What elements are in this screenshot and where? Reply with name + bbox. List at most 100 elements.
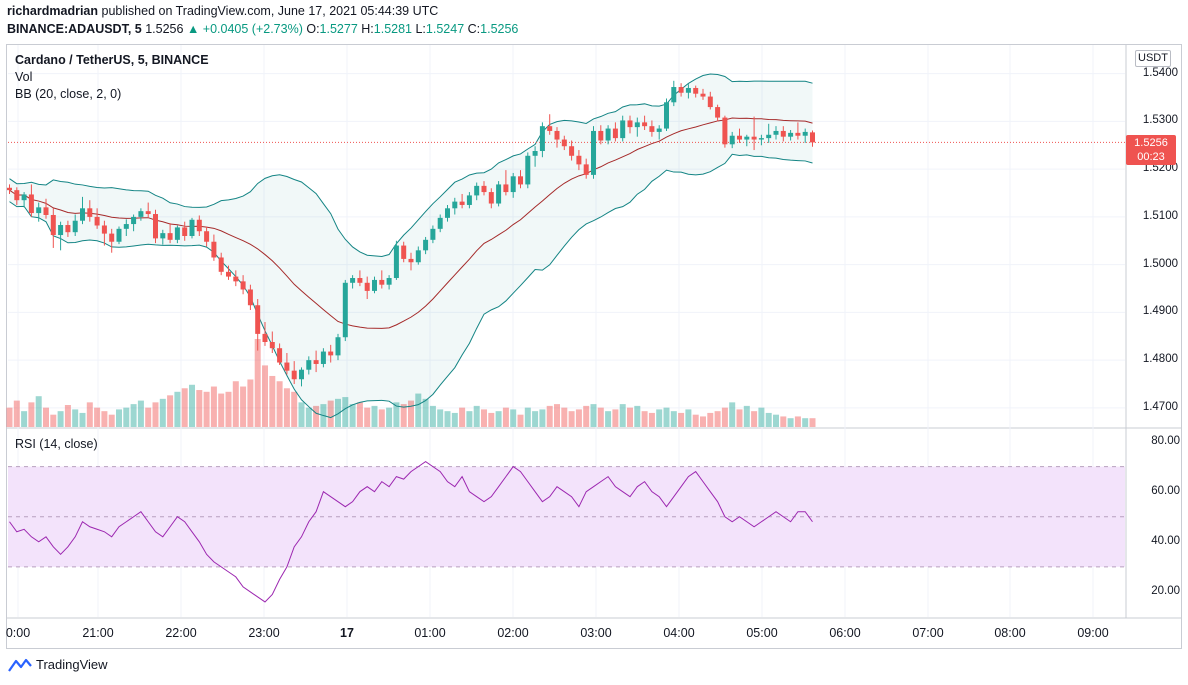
candle-body <box>379 279 385 285</box>
candle-body <box>393 245 399 279</box>
volume-bar <box>707 412 714 427</box>
bar-countdown: 00:23 <box>1137 151 1165 163</box>
tradingview-logo[interactable]: TradingView <box>8 657 108 672</box>
rsi-band <box>8 466 1125 567</box>
volume-bar <box>152 402 159 427</box>
candle-body <box>50 214 56 236</box>
volume-bar <box>327 400 334 427</box>
price-change: ▲ +0.0405 (+2.73%) <box>186 22 303 36</box>
candle-body <box>204 231 210 242</box>
volume-bar <box>787 418 794 427</box>
volume-bar <box>349 404 356 427</box>
candle-body <box>671 87 677 103</box>
candle-body <box>7 187 12 191</box>
candle-body <box>160 233 166 239</box>
price-tick-label: 1.4700 <box>1142 400 1178 413</box>
candle-body <box>729 135 735 145</box>
candle-body <box>94 216 100 226</box>
volume-bar <box>502 407 509 427</box>
volume-bar <box>203 391 210 427</box>
volume-bar <box>378 409 385 427</box>
candle-body <box>306 360 312 370</box>
candle-body <box>591 130 596 175</box>
candle-body <box>430 228 436 240</box>
volume-bar <box>305 407 312 427</box>
volume-bar <box>298 402 305 427</box>
volume-bar <box>400 404 407 427</box>
author-name[interactable]: richardmadrian <box>7 4 99 18</box>
volume-bar <box>619 404 626 427</box>
volume-bar <box>225 391 232 427</box>
candle-body <box>328 351 334 356</box>
candle-body <box>408 258 414 263</box>
candle-body <box>810 132 815 143</box>
last-price: 1.5256 <box>145 22 184 36</box>
volume-bar <box>21 411 28 427</box>
volume-bar <box>678 412 685 427</box>
volume-bar <box>685 409 692 427</box>
volume-bar <box>35 396 42 427</box>
open-label: O: <box>306 22 320 36</box>
candle-body <box>664 102 669 129</box>
candle-body <box>518 176 523 185</box>
volume-bar <box>276 381 283 427</box>
volume-bar <box>605 411 612 427</box>
volume-bar <box>254 339 261 427</box>
candle-body <box>386 278 392 285</box>
volume-bar <box>597 407 604 427</box>
volume-bar <box>218 393 225 427</box>
volume-bars <box>6 339 816 427</box>
price-tick-label: 1.5000 <box>1142 257 1178 270</box>
volume-bar <box>670 411 677 427</box>
volume-bar <box>758 407 765 427</box>
candle-body <box>284 362 290 371</box>
volume-bar <box>422 398 429 427</box>
candle-body <box>466 195 472 205</box>
volume-bar <box>130 404 137 427</box>
candle-body <box>656 128 662 132</box>
candle-body <box>28 194 34 214</box>
volume-bar <box>546 405 553 427</box>
volume-bar <box>79 412 86 427</box>
volume-bar <box>429 405 436 427</box>
candle-body <box>65 225 71 233</box>
volume-bar <box>189 384 195 427</box>
candle-body <box>642 122 648 127</box>
volume-bar <box>780 416 787 427</box>
candle-body <box>773 130 779 135</box>
bb-basis-line <box>9 117 813 329</box>
candle-body <box>539 126 545 152</box>
volume-bar <box>451 412 458 427</box>
volume-bar <box>6 407 13 427</box>
candle-body <box>372 279 377 291</box>
bb-fill <box>9 74 813 418</box>
candle-body <box>255 305 261 334</box>
candle-body <box>116 228 122 242</box>
candle-body <box>722 117 728 145</box>
volume-bar <box>692 414 699 427</box>
tradingview-logo-icon <box>8 658 32 672</box>
rsi-tick-label: 40.00 <box>1151 534 1180 547</box>
volume-bar <box>356 402 363 427</box>
volume-bar <box>101 411 108 427</box>
candle-body <box>174 227 180 240</box>
volume-bar <box>590 404 597 427</box>
volume-bar <box>459 407 466 427</box>
volume-bar <box>583 405 590 427</box>
grid <box>8 45 1125 617</box>
volume-bar <box>108 414 115 427</box>
candle-body <box>14 190 20 201</box>
price-tick-label: 1.5300 <box>1142 114 1178 127</box>
currency-button[interactable]: USDT <box>1135 50 1171 67</box>
candle-body <box>532 151 538 156</box>
candle-body <box>211 241 217 258</box>
candle-body <box>459 201 465 205</box>
symbol-label: BINANCE:ADAUSDT, 5 <box>7 22 142 36</box>
volume-bar <box>313 405 320 427</box>
volume-bar <box>181 388 188 427</box>
candle-body <box>269 342 275 349</box>
price-tick-label: 1.5100 <box>1142 209 1178 222</box>
rsi-pane <box>8 460 1125 603</box>
price-tick-label: 1.4800 <box>1142 353 1178 366</box>
